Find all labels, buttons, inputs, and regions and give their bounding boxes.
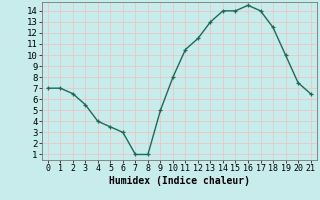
X-axis label: Humidex (Indice chaleur): Humidex (Indice chaleur) [109, 176, 250, 186]
